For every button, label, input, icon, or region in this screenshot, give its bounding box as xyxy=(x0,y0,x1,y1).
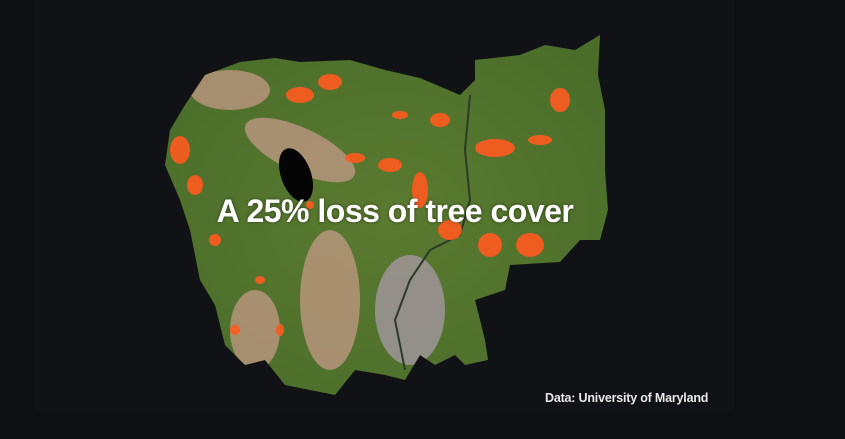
tonle-sap-lake xyxy=(278,148,314,202)
mekong-river xyxy=(393,94,472,371)
country-shape xyxy=(165,35,608,395)
tree-cover-loss xyxy=(170,74,570,336)
data-source-credit: Data: University of Maryland xyxy=(545,391,709,405)
headline-caption: A 25% loss of tree cover xyxy=(216,193,574,229)
cleared-land xyxy=(190,70,445,370)
